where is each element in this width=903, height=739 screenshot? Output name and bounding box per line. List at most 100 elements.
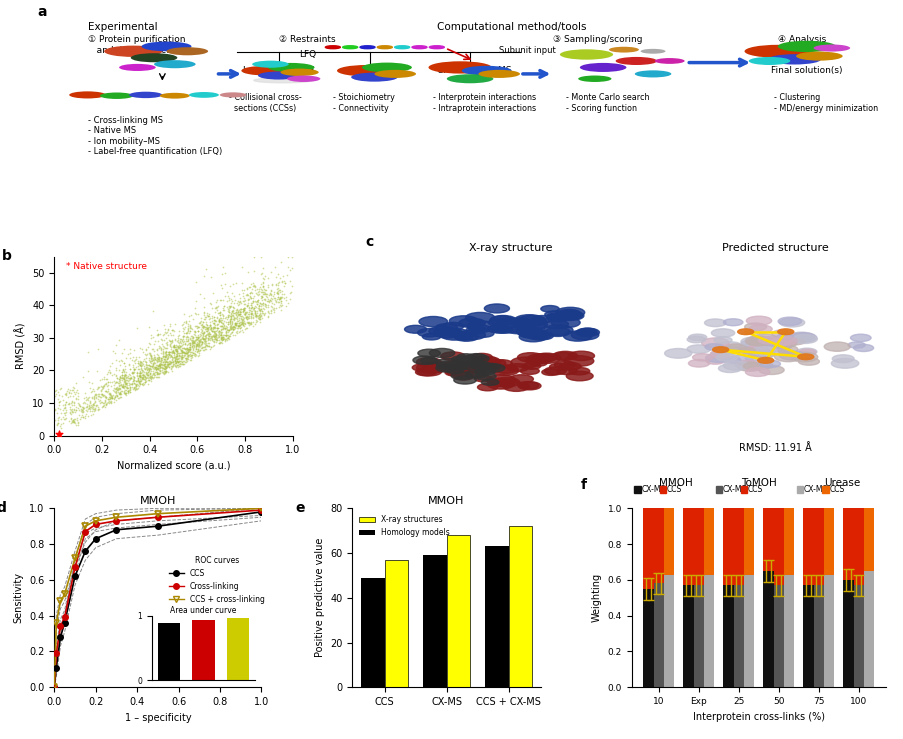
Point <box>207 324 221 336</box>
Point <box>231 308 246 320</box>
Point <box>133 371 147 383</box>
Point <box>224 313 238 325</box>
Circle shape <box>541 369 559 375</box>
Point <box>197 324 211 336</box>
Point <box>201 333 216 345</box>
Point <box>173 353 188 365</box>
Point <box>197 270 211 282</box>
Point <box>271 285 285 297</box>
Point <box>98 378 113 390</box>
Point <box>183 354 198 366</box>
Point <box>196 316 210 327</box>
Point <box>191 331 206 343</box>
Point <box>191 344 205 356</box>
Point <box>104 381 118 392</box>
Point <box>166 346 181 358</box>
Bar <box>749 508 754 574</box>
Circle shape <box>758 366 783 375</box>
Point <box>181 347 195 358</box>
Point <box>242 304 256 316</box>
Point <box>275 276 289 287</box>
Point <box>189 338 203 350</box>
Point <box>117 368 132 380</box>
Point <box>211 330 226 341</box>
Point <box>232 307 247 319</box>
Point <box>233 303 247 315</box>
Point <box>211 314 226 326</box>
Point <box>197 341 211 353</box>
Point <box>126 364 141 375</box>
Point <box>200 322 215 334</box>
Point <box>243 316 257 328</box>
Circle shape <box>738 347 755 354</box>
Point <box>238 311 253 323</box>
Point <box>146 350 161 361</box>
Point <box>227 324 241 336</box>
Point <box>105 392 119 404</box>
Point <box>118 387 133 399</box>
Text: Ion mobility–MS: Ion mobility–MS <box>243 66 314 75</box>
Point <box>172 341 187 353</box>
Point <box>96 389 110 401</box>
Point <box>137 374 152 386</box>
Point <box>118 389 133 401</box>
Point <box>126 377 141 389</box>
Point <box>170 344 184 355</box>
Point <box>107 396 121 408</box>
Point <box>121 386 135 398</box>
Circle shape <box>486 375 516 386</box>
Point <box>119 353 134 364</box>
Circle shape <box>557 311 583 321</box>
Point <box>207 316 221 327</box>
Point <box>114 391 128 403</box>
Point <box>116 373 131 385</box>
Point <box>209 311 224 323</box>
Point <box>120 385 135 397</box>
Circle shape <box>359 46 375 49</box>
Point <box>208 325 222 337</box>
Point <box>244 307 258 319</box>
Point <box>135 371 149 383</box>
Point <box>137 353 152 365</box>
Point <box>218 268 232 279</box>
Point <box>51 414 66 426</box>
Point <box>185 330 200 342</box>
Point <box>148 361 163 373</box>
Point <box>191 335 206 347</box>
Point <box>170 348 184 360</box>
Point <box>184 332 199 344</box>
Point <box>125 378 139 389</box>
Point <box>283 275 297 287</box>
Circle shape <box>734 360 759 369</box>
Point <box>258 288 273 300</box>
Point <box>219 330 233 342</box>
Point <box>191 340 205 352</box>
Point <box>204 331 219 343</box>
Point <box>182 325 197 337</box>
Point <box>164 360 179 372</box>
Point <box>146 369 161 381</box>
Circle shape <box>832 355 853 363</box>
Point <box>181 331 195 343</box>
Circle shape <box>546 313 569 321</box>
Point <box>53 407 68 419</box>
Point <box>200 322 214 334</box>
Point <box>180 327 194 338</box>
Point <box>155 348 170 360</box>
Point <box>150 371 164 383</box>
Point <box>141 321 155 333</box>
Point <box>170 350 184 361</box>
Point <box>88 389 102 401</box>
Point <box>258 288 273 300</box>
Circle shape <box>241 66 291 75</box>
Point <box>176 322 191 334</box>
Point <box>52 420 67 432</box>
Point <box>249 283 264 295</box>
Point <box>219 333 233 345</box>
Point <box>149 352 163 364</box>
Point <box>145 365 160 377</box>
Circle shape <box>492 323 520 333</box>
Point <box>207 326 221 338</box>
Circle shape <box>777 41 835 52</box>
Point <box>103 367 117 378</box>
